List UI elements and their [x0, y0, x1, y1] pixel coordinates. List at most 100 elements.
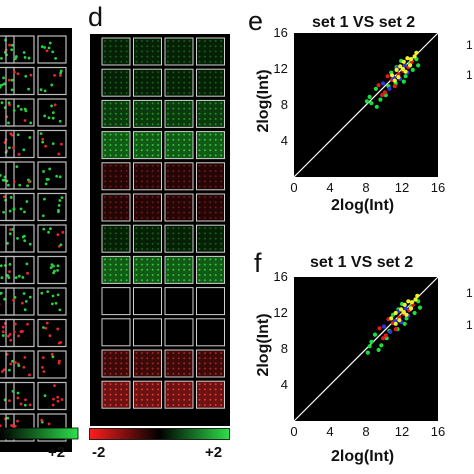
array-left-partial	[0, 28, 72, 452]
y-tick-label: 16	[273, 25, 288, 40]
scatter-f-title: set 1 VS set 2	[310, 254, 414, 271]
scatter-point-yellow	[397, 318, 402, 323]
scatter-point-green	[376, 347, 381, 352]
scatter-point-yellow	[393, 310, 398, 316]
x-tick-label: 8	[362, 180, 370, 195]
scatter-point-green	[374, 104, 379, 109]
y-tick-label: 8	[280, 97, 288, 112]
scatter-point-yellow	[393, 321, 398, 326]
scatter-point-red	[392, 84, 397, 89]
colorbar-d-max-label: +2	[205, 444, 223, 461]
scatter-point-yellow	[399, 307, 404, 312]
y-tick-label: 4	[280, 133, 288, 148]
identity-line	[293, 276, 439, 422]
x-tick-label: 4	[326, 180, 334, 195]
scatter-plot-e	[293, 32, 439, 178]
x-tick-label: 12	[394, 180, 410, 195]
scatter-f-xlabel: 2log(Int)	[331, 448, 395, 465]
scatter-point-yellow	[405, 56, 410, 61]
scatter-point-red	[393, 327, 398, 332]
scatter-point-green	[372, 332, 378, 337]
scatter-point-yellow	[406, 299, 411, 304]
colorbar-d	[89, 428, 230, 440]
y-tick-label: 12	[273, 305, 288, 320]
x-tick-label: 4	[326, 424, 334, 439]
scatter-point-red	[385, 74, 390, 79]
right-edge-tick: 1	[466, 318, 473, 332]
scatter-point-yellow	[413, 297, 418, 302]
scatter-point-red	[376, 83, 381, 88]
scatter-point-yellow	[396, 75, 401, 80]
scatter-point-green	[369, 101, 374, 106]
scatter-e-ylabel: 2log(Int)	[255, 69, 272, 133]
panel-letter-e: e	[248, 6, 264, 36]
scatter-point-yellow	[402, 302, 407, 307]
scatter-point-green	[367, 344, 372, 349]
scatter-point-green	[401, 79, 406, 84]
colorbar-d-min-label: -2	[92, 444, 106, 461]
right-edge-tick: 1	[466, 68, 473, 82]
scatter-point-green	[410, 67, 415, 72]
scatter-point-yellow	[401, 310, 406, 315]
scatter-point-red	[381, 336, 386, 341]
scatter-point-green	[378, 97, 383, 102]
scatter-point-red	[383, 333, 388, 338]
x-tick-label: 8	[362, 424, 370, 439]
scatter-point-yellow	[412, 54, 417, 59]
scatter-point-yellow	[414, 50, 419, 55]
scatter-point-blue	[381, 324, 387, 329]
scatter-point-green	[373, 86, 378, 91]
scatter-point-green	[364, 99, 369, 104]
panel-letter-d: d	[88, 2, 104, 32]
scatter-point-yellow	[408, 57, 414, 62]
scatter-point-green	[416, 63, 421, 68]
x-tick-label: 16	[430, 424, 446, 439]
right-edge-tick: 1	[466, 286, 473, 300]
scatter-point-red	[377, 326, 382, 331]
scatter-point-yellow	[400, 66, 405, 72]
scatter-e-xlabel: 2log(Int)	[331, 197, 395, 214]
scatter-point-blue	[387, 86, 392, 91]
x-tick-label: 12	[394, 424, 410, 439]
y-tick-label: 12	[273, 61, 288, 76]
scatter-point-green	[402, 321, 407, 326]
scatter-point-red	[380, 93, 385, 98]
scatter-point-yellow	[392, 78, 397, 83]
scatter-f-ylabel: 2log(Int)	[255, 313, 272, 377]
scatter-e-title: set 1 VS set 2	[312, 14, 416, 31]
scatter-point-red	[382, 90, 387, 95]
array-panel-d	[90, 34, 230, 426]
right-edge-tick: 1	[466, 38, 473, 52]
scatter-point-yellow	[404, 312, 409, 317]
scatter-point-yellow	[394, 67, 399, 72]
y-tick-label: 16	[273, 269, 288, 284]
scatter-plot-f	[293, 276, 439, 422]
colorbar-left-max-label: +2	[48, 444, 66, 461]
y-tick-label: 8	[280, 341, 288, 356]
scatter-point-blue	[402, 63, 407, 68]
scatter-point-yellow	[408, 306, 414, 311]
scatter-point-green	[379, 343, 384, 348]
scatter-point-yellow	[390, 73, 395, 78]
x-tick-label: 16	[430, 180, 446, 195]
scatter-point-yellow	[389, 316, 394, 321]
scatter-point-blue	[403, 306, 408, 311]
scatter-point-green	[417, 305, 423, 310]
scatter-point-yellow	[401, 59, 406, 64]
scatter-point-green	[412, 310, 417, 316]
scatter-point-yellow	[403, 69, 408, 74]
colorbar-left	[0, 427, 79, 440]
scatter-point-yellow	[398, 64, 403, 69]
panel-letter-f: f	[254, 248, 262, 278]
scatter-point-green	[367, 94, 372, 99]
scatter-point-green	[365, 350, 370, 355]
x-tick-label: 0	[290, 424, 298, 439]
scatter-point-blue	[388, 329, 393, 334]
y-tick-label: 4	[280, 377, 288, 392]
scatter-point-yellow	[408, 63, 413, 68]
scatter-point-yellow	[415, 293, 420, 298]
scatter-point-green	[369, 339, 374, 344]
scatter-point-green	[403, 74, 408, 79]
x-tick-label: 0	[290, 180, 298, 195]
scatter-point-blue	[381, 81, 386, 86]
